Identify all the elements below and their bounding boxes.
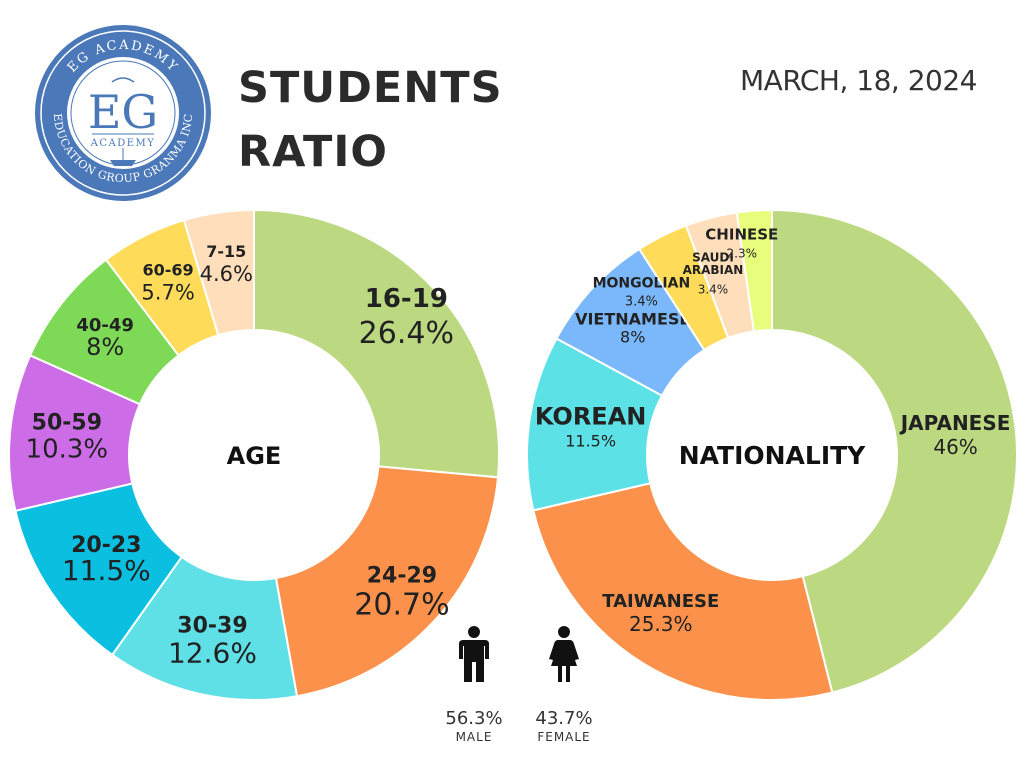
age-value-24-29: 20.7% (354, 588, 449, 623)
nationality-value-mongolian: 3.4% (625, 295, 658, 310)
title-line-2: RATIO (238, 127, 388, 177)
nationality-value-japanese: 46% (933, 435, 977, 459)
gender-female: 43.7% FEMALE (534, 626, 594, 744)
nationality-label-mongolian: MONGOLIAN (593, 276, 691, 292)
age-value-60-69: 5.7% (141, 281, 194, 305)
nationality-center-label: NATIONALITY (679, 441, 866, 470)
age-label-30-39: 30-39 (177, 613, 247, 638)
age-slice-7-15 (182, 208, 255, 337)
age-donut-chart: 26.4%16-19 20.7%24-29 12.6%30-39 11.5%20-23… (8, 208, 500, 701)
age-value-7-15: 4.6% (200, 262, 253, 286)
nationality-slice-japanese (771, 208, 1018, 694)
age-value-40-49: 8% (86, 333, 124, 361)
age-label-16-19: 16-19 (365, 284, 448, 314)
nationality-slice-chinese (735, 208, 773, 333)
nationality-value-chinese: 2.3% (727, 247, 758, 261)
nationality-label-vietnamese: VIETNAMESE (575, 310, 690, 329)
nationality-label-japanese: JAPANESE (899, 411, 1011, 435)
age-slice-24-29 (274, 465, 500, 698)
title-line-1: STUDENTS (238, 63, 503, 113)
age-value-50-59: 10.3% (26, 434, 109, 464)
nationality-value-taiwanese: 25.3% (629, 612, 693, 636)
nationality-label-saudi-arabian-1: ARABIAN (683, 263, 744, 277)
nationality-value-korean: 11.5% (565, 432, 616, 451)
age-slice-16-19 (253, 208, 500, 479)
page-title: STUDENTS RATIO (238, 56, 503, 184)
age-value-16-19: 26.4% (359, 316, 454, 351)
age-label-40-49: 40-49 (76, 315, 134, 336)
age-label-60-69: 60-69 (143, 261, 194, 280)
nationality-slice-taiwanese (532, 482, 834, 701)
nationality-donut-chart: 46%JAPANESE 25.3%TAIWANESE 11.5%KOREAN 8%VI… (526, 208, 1018, 701)
female-person-icon (549, 626, 579, 682)
age-value-30-39: 12.6% (168, 636, 257, 669)
nationality-label-taiwanese: TAIWANESE (602, 591, 719, 612)
female-label: FEMALE (537, 730, 591, 744)
female-percentage: 43.7% (535, 708, 593, 729)
age-label-20-23: 20-23 (71, 533, 141, 558)
report-date: MARCH, 18, 2024 (740, 64, 977, 97)
male-percentage: 56.3% (445, 708, 503, 729)
age-center-label: AGE (227, 442, 282, 470)
age-label-24-29: 24-29 (367, 564, 437, 589)
age-label-7-15: 7-15 (206, 242, 246, 261)
nationality-label-saudi-arabian-0: SAUDI (692, 250, 734, 264)
male-label: MALE (455, 730, 493, 744)
nationality-label-chinese: CHINESE (705, 226, 778, 244)
gender-male: 56.3% MALE (444, 626, 504, 744)
nationality-value-saudi-arabian: 3.4% (698, 282, 729, 296)
male-person-icon (459, 626, 489, 682)
nationality-label-korean: KOREAN (535, 403, 646, 431)
svg-text:ACADEMY: ACADEMY (90, 138, 156, 149)
eg-academy-logo: EG ACADEMY EDUCATION GROUP GRANMA INC EG… (35, 25, 211, 201)
nationality-value-vietnamese: 8% (620, 328, 645, 347)
age-label-50-59: 50-59 (32, 410, 102, 435)
age-value-20-23: 11.5% (62, 554, 151, 587)
svg-text:EG: EG (88, 85, 158, 139)
